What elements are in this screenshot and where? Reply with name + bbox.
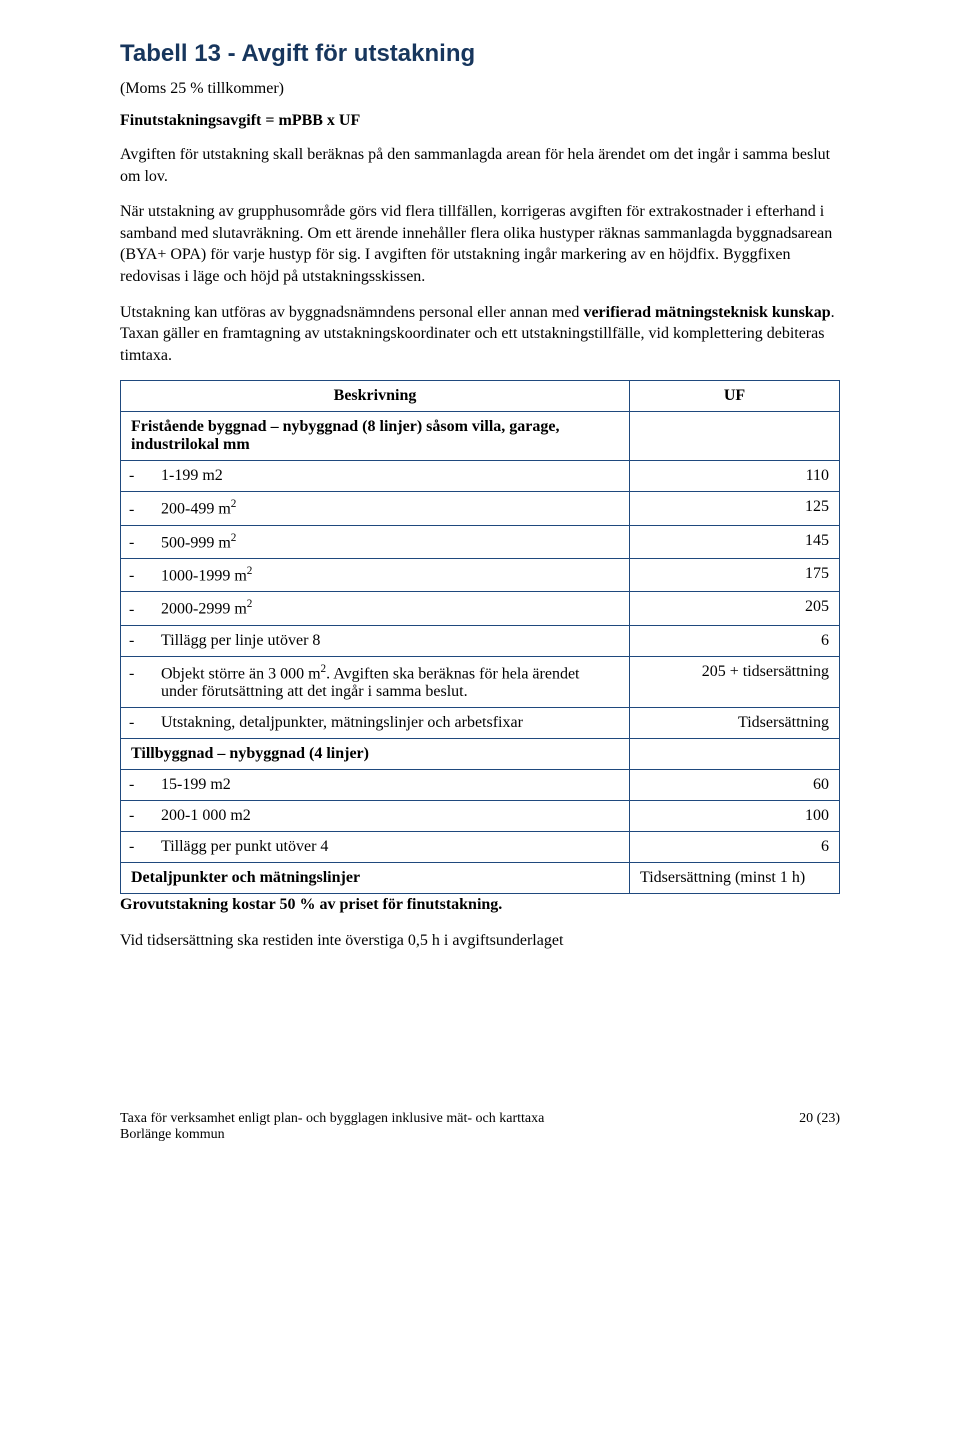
row-uf: 60	[630, 769, 840, 800]
row-uf: 110	[630, 461, 840, 492]
table-row: 200-499 m2 125	[121, 492, 840, 525]
table-row: 200-1 000 m2 100	[121, 800, 840, 831]
row-desc: 200-1 000 m2	[121, 800, 630, 831]
intro-para-3: Utstakning kan utföras av byggnadsnämnde…	[120, 302, 840, 367]
section2-label: Tillbyggnad – nybyggnad (4 linjer)	[121, 738, 630, 769]
intro-para-2: När utstakning av grupphusområde görs vi…	[120, 201, 840, 287]
table-row: 2000-2999 m2 205	[121, 592, 840, 625]
row-label: Tillägg per linje utöver 8	[161, 632, 320, 649]
row-label: Tillägg per punkt utöver 4	[161, 838, 328, 855]
table-row: 1000-1999 m2 175	[121, 559, 840, 592]
page-footer: Taxa för verksamhet enligt plan- och byg…	[120, 1111, 840, 1153]
after-note-2: Vid tidsersättning ska restiden inte öve…	[120, 930, 840, 952]
row-desc: 1000-1999 m2	[121, 559, 630, 592]
after-note-1-text: Grovutstakning kostar 50 % av priset för…	[120, 896, 502, 913]
row-uf: 6	[630, 625, 840, 656]
footer-left: Taxa för verksamhet enligt plan- och byg…	[120, 1111, 544, 1143]
row-desc: 200-499 m2	[121, 492, 630, 525]
table-row: 15-199 m2 60	[121, 769, 840, 800]
row-desc: Tillägg per linje utöver 8	[121, 625, 630, 656]
sup: 2	[247, 565, 253, 577]
row-desc: Tillägg per punkt utöver 4	[121, 831, 630, 862]
row-desc: 15-199 m2	[121, 769, 630, 800]
row-uf: 6	[630, 831, 840, 862]
row-uf: Tidsersättning	[630, 707, 840, 738]
row-desc: Objekt större än 3 000 m2. Avgiften ska …	[121, 656, 630, 707]
footer-left-a: Taxa för verksamhet enligt plan- och byg…	[120, 1111, 544, 1126]
row-uf: 205	[630, 592, 840, 625]
section3-label: Detaljpunkter och mätningslinjer	[121, 862, 630, 893]
row-label: Utstakning, detaljpunkter, mätningslinje…	[161, 714, 523, 731]
section-row-2: Tillbyggnad – nybyggnad (4 linjer)	[121, 738, 840, 769]
section2-uf	[630, 738, 840, 769]
header-desc: Beskrivning	[121, 381, 630, 412]
footer-left-b: Borlänge kommun	[120, 1127, 225, 1142]
row-uf: 125	[630, 492, 840, 525]
row-desc: 500-999 m2	[121, 525, 630, 558]
para3-b: verifierad mätningsteknisk kunskap	[583, 304, 830, 321]
row-uf: 100	[630, 800, 840, 831]
after-note-1: Grovutstakning kostar 50 % av priset för…	[120, 894, 840, 916]
intro-para-1: Avgiften för utstakning skall beräknas p…	[120, 144, 840, 187]
row-uf: 175	[630, 559, 840, 592]
page-title: Tabell 13 - Avgift för utstakning	[120, 40, 840, 68]
row-uf: 145	[630, 525, 840, 558]
row-uf: 205 + tidsersättning	[630, 656, 840, 707]
row-label: 200-499 m	[161, 501, 231, 518]
table-header-row: Beskrivning UF	[121, 381, 840, 412]
table-row: 500-999 m2 145	[121, 525, 840, 558]
table-row: Objekt större än 3 000 m2. Avgiften ska …	[121, 656, 840, 707]
row-desc: 1-199 m2	[121, 461, 630, 492]
header-uf: UF	[630, 381, 840, 412]
row-label: 1-199 m2	[161, 467, 223, 484]
fee-table: Beskrivning UF Fristående byggnad – nyby…	[120, 380, 840, 894]
sup: 2	[231, 498, 237, 510]
sup: 2	[231, 532, 237, 544]
formula: Finutstakningsavgift = mPBB x UF	[120, 112, 840, 130]
table-row: Tillägg per punkt utöver 4 6	[121, 831, 840, 862]
section-row-3: Detaljpunkter och mätningslinjer Tidsers…	[121, 862, 840, 893]
row-label: 15-199 m2	[161, 776, 231, 793]
sup: 2	[247, 598, 253, 610]
table-row: Tillägg per linje utöver 8 6	[121, 625, 840, 656]
row-label: 200-1 000 m2	[161, 807, 251, 824]
para3-a: Utstakning kan utföras av byggnadsnämnde…	[120, 304, 583, 321]
footer-right: 20 (23)	[799, 1111, 840, 1143]
row-desc: Utstakning, detaljpunkter, mätningslinje…	[121, 707, 630, 738]
table-row: Utstakning, detaljpunkter, mätningslinje…	[121, 707, 840, 738]
section-row-1: Fristående byggnad – nybyggnad (8 linjer…	[121, 412, 840, 461]
row-desc: 2000-2999 m2	[121, 592, 630, 625]
section1-label: Fristående byggnad – nybyggnad (8 linjer…	[121, 412, 630, 461]
page: Tabell 13 - Avgift för utstakning (Moms …	[0, 0, 960, 1193]
row-label-a: Objekt större än 3 000 m	[161, 665, 321, 682]
section3-uf: Tidsersättning (minst 1 h)	[630, 862, 840, 893]
section1-uf	[630, 412, 840, 461]
row-label: 500-999 m	[161, 534, 231, 551]
vat-note: (Moms 25 % tillkommer)	[120, 80, 840, 98]
row-label: 2000-2999 m	[161, 601, 247, 618]
table-row: 1-199 m2 110	[121, 461, 840, 492]
row-label: 1000-1999 m	[161, 567, 247, 584]
